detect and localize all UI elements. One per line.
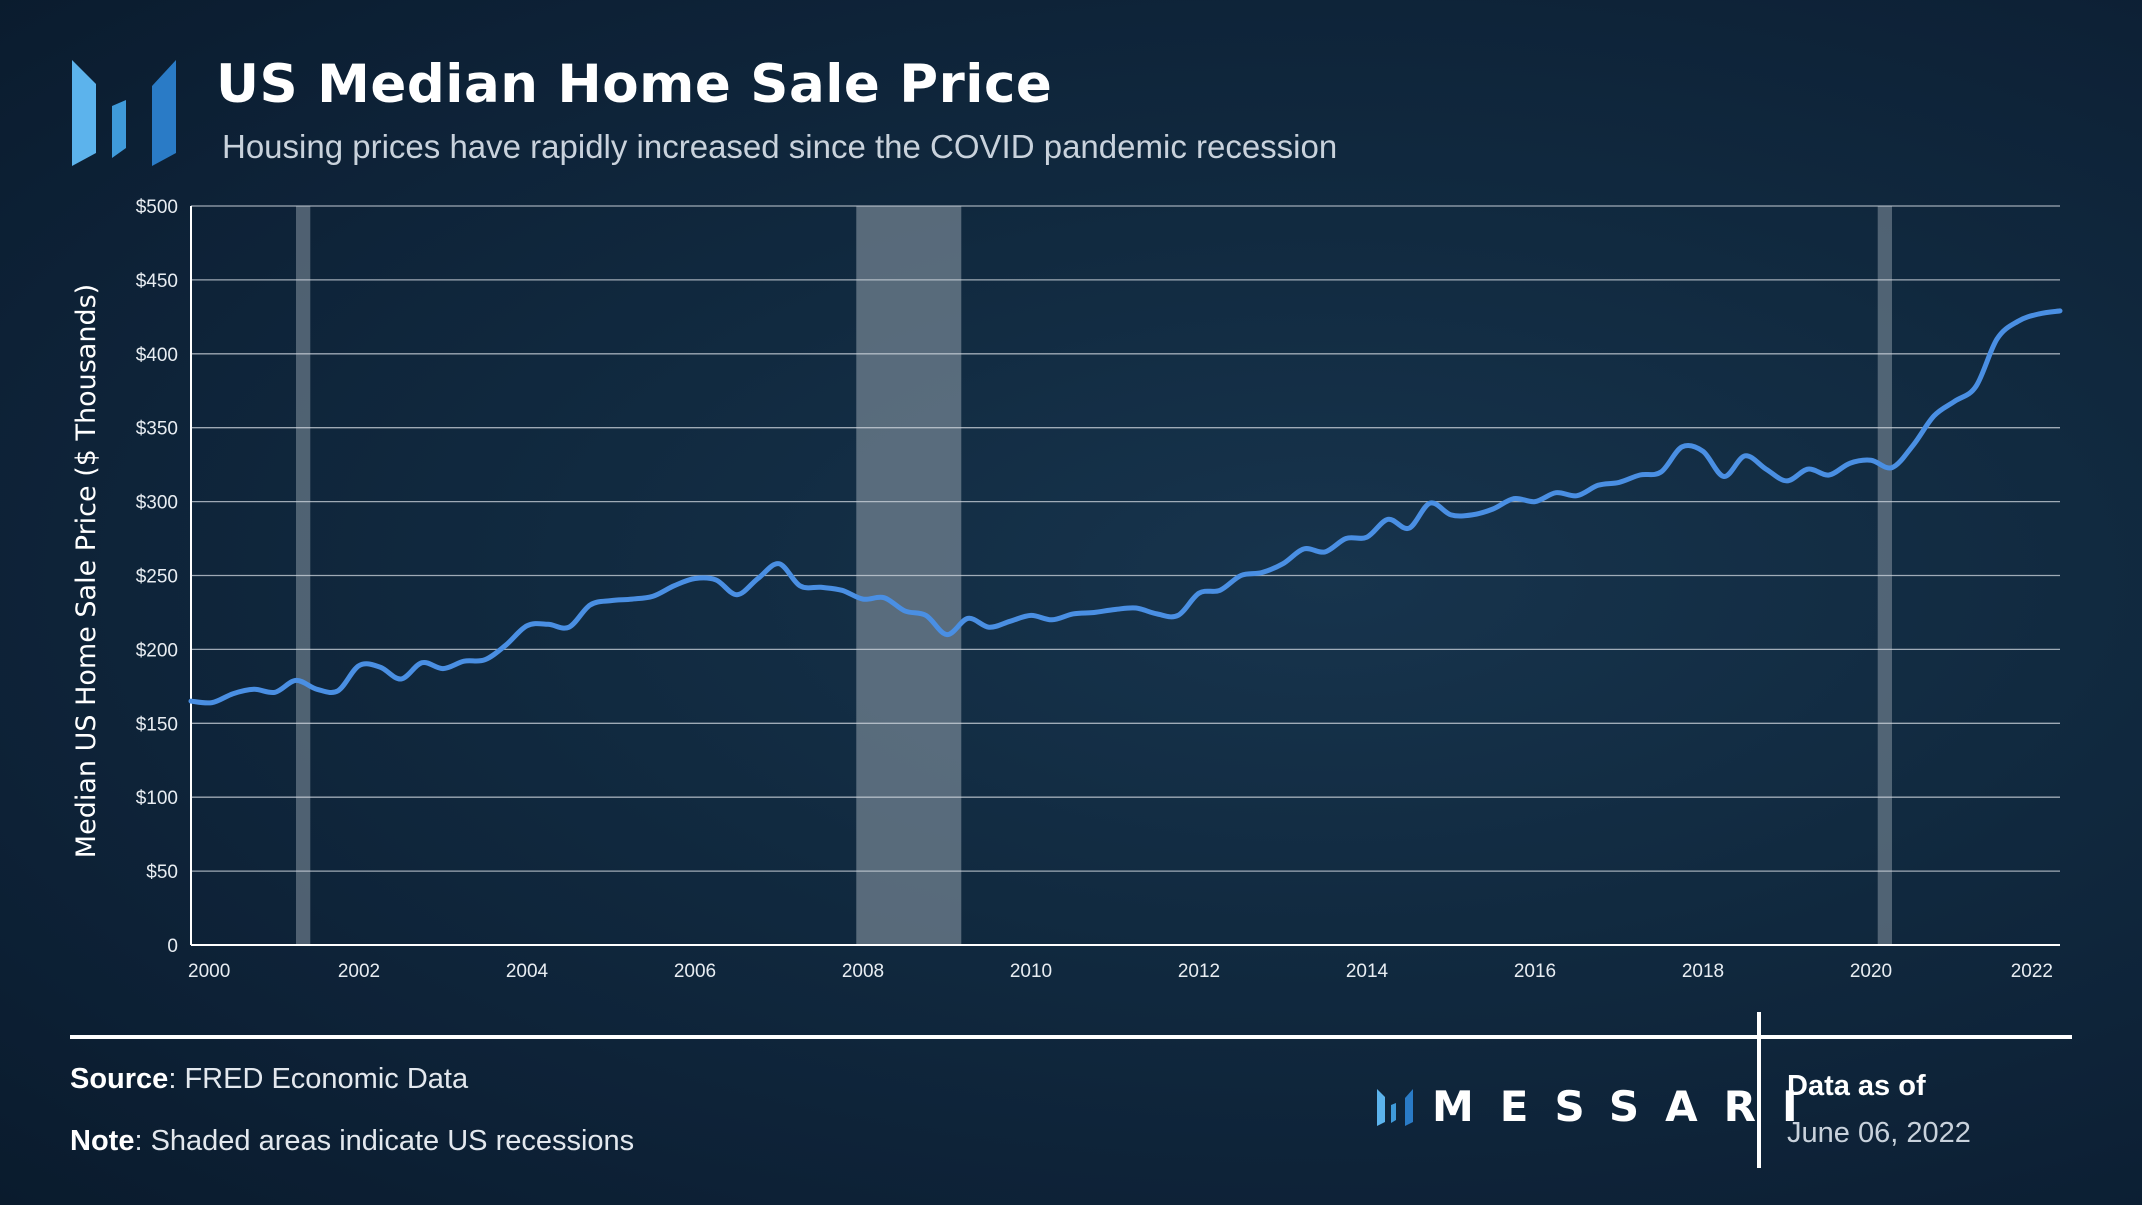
logo-left-bar (72, 60, 96, 166)
y-tick-label: $250 (136, 567, 178, 588)
source-note: Source: FRED Economic Data (70, 1063, 468, 1096)
x-tick-label: 2004 (506, 961, 549, 982)
source-text: : FRED Economic Data (168, 1063, 469, 1095)
y-tick-label: $100 (136, 788, 178, 809)
y-axis-ticks: 0 $50 $100 $150 $200 $250 $300 $350 $400 $450 $500 (136, 197, 178, 957)
x-tick-label: 2014 (1346, 961, 1389, 982)
y-axis-label: Median US Home Sale Price ($ Thousands) (71, 284, 102, 858)
footer-vertical-divider (1757, 1012, 1761, 1168)
x-tick-label: 2022 (2011, 961, 2053, 982)
source-label: Source (70, 1063, 169, 1095)
messari-brand-icon (1377, 1089, 1413, 1126)
gridlines (191, 205, 2060, 872)
y-tick-label: 0 (167, 936, 178, 957)
data-as-of-label: Data as of (1787, 1070, 1926, 1102)
x-tick-label: 2008 (842, 961, 884, 982)
y-tick-label: $350 (136, 419, 178, 440)
x-tick-label: 2010 (1010, 961, 1052, 982)
data-as-of-date: June 06, 2022 (1787, 1117, 1971, 1149)
logo-middle-bar (112, 100, 126, 158)
x-axis-ticks: 2000 2002 2004 2006 2008 2010 2012 2014 2016 2018… (188, 961, 2053, 982)
price-chart: Median US Home Sale Price ($ Thousands) … (71, 197, 2063, 982)
x-tick-label: 2012 (1178, 961, 1220, 982)
logo-right-bar (152, 60, 176, 166)
note-text: : Shaded areas indicate US recessions (134, 1125, 635, 1157)
y-tick-label: $200 (136, 640, 178, 661)
note-label: Note (70, 1125, 135, 1157)
messari-logo (72, 60, 176, 166)
price-series-line (188, 308, 2063, 706)
x-tick-label: 2002 (338, 961, 380, 982)
x-tick-label: 2016 (1514, 961, 1556, 982)
y-tick-label: $450 (136, 271, 178, 292)
messari-wordmark: MESSARI (1432, 1082, 1824, 1131)
x-tick-label: 2020 (1850, 961, 1892, 982)
footer-divider (70, 1035, 2072, 1039)
x-tick-label: 2018 (1682, 961, 1724, 982)
y-tick-label: $300 (136, 493, 178, 514)
y-tick-label: $50 (146, 862, 178, 883)
y-tick-label: $150 (136, 714, 178, 735)
chart-title: US Median Home Sale Price (216, 54, 1053, 115)
x-tick-label: 2000 (188, 961, 230, 982)
x-tick-label: 2006 (674, 961, 716, 982)
y-tick-label: $400 (136, 345, 178, 366)
y-tick-label: $500 (136, 197, 178, 218)
chart-subtitle: Housing prices have rapidly increased si… (222, 128, 1338, 165)
recession-note: Note: Shaded areas indicate US recession… (70, 1125, 634, 1158)
